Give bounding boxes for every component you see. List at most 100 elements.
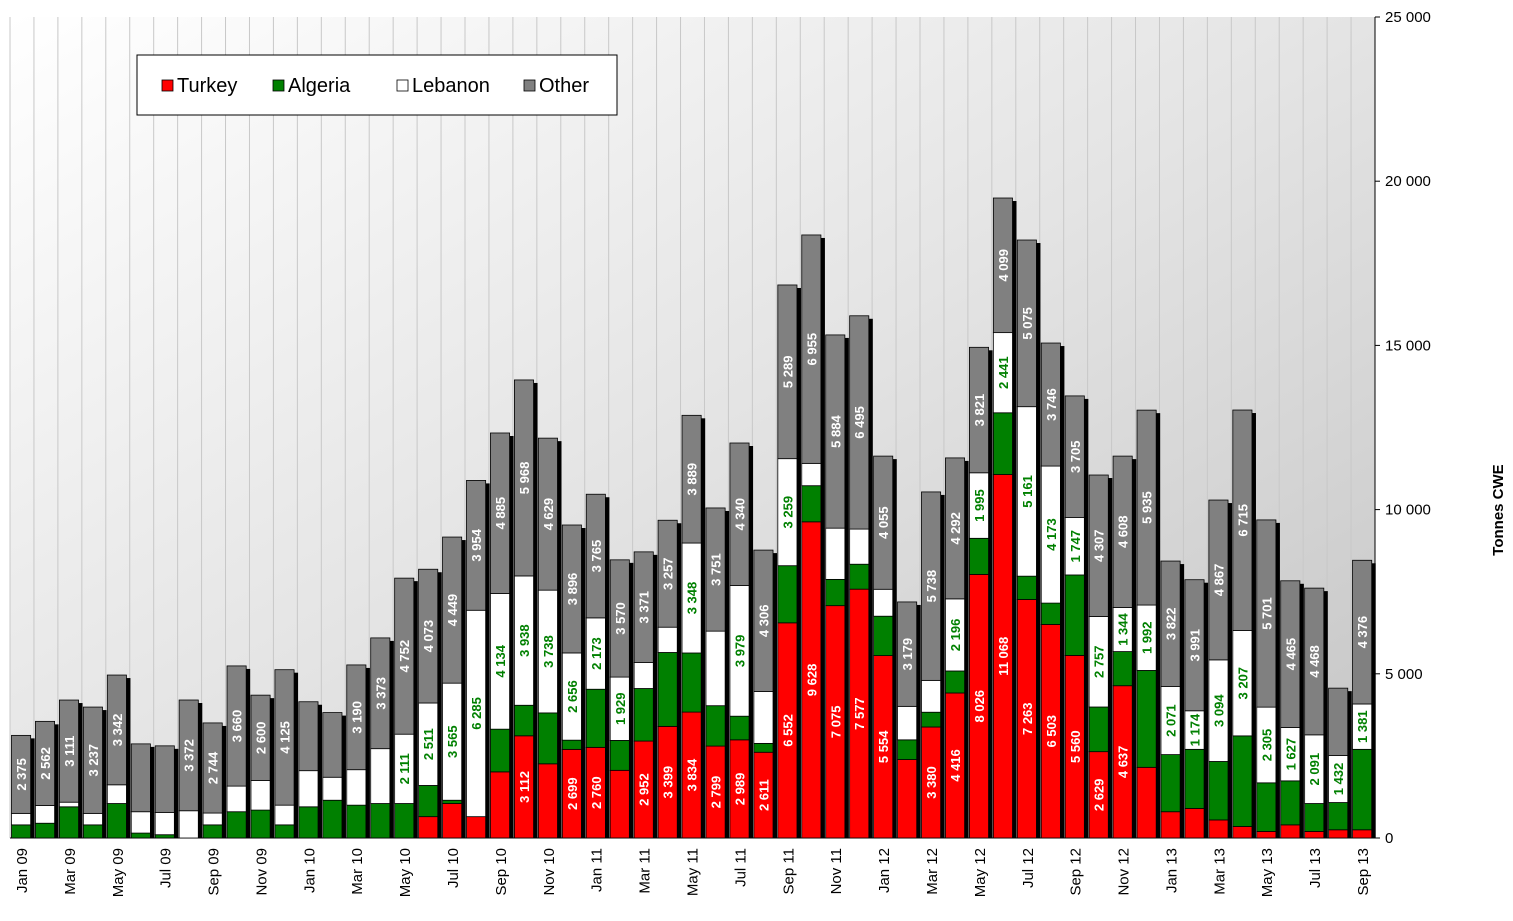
x-tick-label: Jan 11 [589, 848, 606, 892]
bar-segment [418, 568, 439, 704]
bar-segment [1352, 748, 1373, 831]
bar-segment [442, 799, 463, 804]
x-tick-label: Jan 13 [1163, 848, 1180, 893]
x-tick-label: Mar 11 [637, 848, 654, 894]
bar-segment [849, 563, 870, 590]
bar-segment [1280, 824, 1301, 839]
bar-segment [1256, 519, 1277, 708]
bar-segment [945, 457, 966, 600]
data-label: 2 375 [14, 758, 29, 791]
bar-segment [1112, 651, 1133, 687]
data-label: 2 757 [1092, 645, 1107, 678]
data-label: 2 989 [733, 773, 748, 806]
bar-segment [705, 630, 726, 707]
data-label: 4 449 [445, 594, 460, 627]
data-label: 3 954 [469, 528, 484, 561]
data-label: 3 751 [709, 553, 724, 586]
bar-segment [1352, 829, 1373, 839]
bar-segment [753, 691, 774, 744]
bar-segment [394, 577, 415, 735]
bar-segment [1088, 474, 1109, 617]
data-label: 3 094 [1211, 694, 1226, 727]
bar-segment [1136, 409, 1157, 606]
bar-segment [657, 652, 678, 727]
bar-segment [35, 822, 56, 839]
data-label: 3 342 [110, 714, 125, 747]
data-label: 2 173 [589, 637, 604, 670]
data-label: 1 627 [1283, 738, 1298, 771]
bar-segment [82, 824, 103, 839]
data-label: 3 738 [541, 635, 556, 668]
y-tick-label: 20 000 [1385, 173, 1431, 190]
data-label: 7 263 [1020, 702, 1035, 735]
bar-segment [346, 769, 367, 806]
bar-segment [1184, 579, 1205, 712]
bar-segment [1232, 826, 1253, 839]
data-label: 1 174 [1188, 713, 1203, 746]
data-label: 2 656 [565, 680, 580, 713]
x-tick-label: May 12 [972, 848, 989, 897]
bar-segment [921, 679, 942, 713]
data-label: 2 600 [254, 722, 269, 755]
bar-segment [298, 701, 319, 772]
bar-segment [633, 662, 654, 689]
bar-segment [82, 706, 103, 814]
bar-segment [1256, 782, 1277, 832]
bar-segment [298, 806, 319, 839]
x-tick-label: Sep 11 [780, 848, 797, 894]
data-label: 1 381 [1355, 710, 1370, 743]
data-label: 4 073 [421, 620, 436, 653]
bar-segment [1304, 831, 1325, 839]
x-tick-label: Jul 12 [1020, 848, 1037, 888]
data-label: 3 190 [349, 701, 364, 734]
bar-segment [705, 507, 726, 632]
bar-segment [1208, 819, 1229, 839]
data-label: 7 577 [852, 697, 867, 730]
bar-segment [657, 519, 678, 628]
x-tick-label: Sep 12 [1068, 848, 1085, 896]
bar-segment [490, 432, 511, 594]
bar-segment [1016, 575, 1037, 600]
data-label: 4 125 [278, 721, 293, 754]
bar-segment [154, 834, 175, 839]
data-label: 6 503 [1044, 715, 1059, 748]
data-label: 2 305 [1259, 729, 1274, 762]
legend-box [136, 54, 618, 116]
bar-segment [825, 578, 846, 607]
data-label: 3 570 [613, 602, 628, 635]
bar-segment [1328, 687, 1349, 756]
data-label: 3 896 [565, 573, 580, 606]
bar-segment [1328, 829, 1349, 839]
bar-segment [1352, 559, 1373, 705]
bar-segment [633, 551, 654, 663]
bar-segment [11, 734, 32, 814]
x-tick-label: May 10 [397, 848, 414, 897]
bar-segment [226, 811, 247, 839]
bar-segment [801, 462, 822, 487]
bar-segment [1256, 831, 1277, 839]
bar-segment [1184, 808, 1205, 839]
data-label: 2 091 [1307, 753, 1322, 786]
legend-swatch [523, 79, 536, 92]
data-label: 3 746 [1044, 388, 1059, 421]
x-tick-label: May 13 [1259, 848, 1276, 897]
data-label: 8 026 [972, 690, 987, 723]
bar-segment [130, 811, 151, 834]
data-label: 5 701 [1259, 597, 1274, 630]
data-label: 4 629 [541, 498, 556, 531]
bar-segment [1280, 780, 1301, 826]
data-label: 2 760 [589, 776, 604, 809]
bar-segment [1280, 580, 1301, 728]
bar-segment [873, 588, 894, 617]
data-label: 5 075 [1020, 307, 1035, 340]
data-label: 3 111 [62, 736, 77, 767]
data-label: 2 799 [709, 776, 724, 809]
bar-segment [394, 803, 415, 839]
bar-segment [178, 810, 199, 839]
bar-segment [130, 832, 151, 839]
data-label: 4 416 [948, 749, 963, 782]
data-label: 5 968 [517, 462, 532, 495]
data-label: 1 747 [1068, 530, 1083, 563]
bar-segment [1328, 802, 1349, 831]
